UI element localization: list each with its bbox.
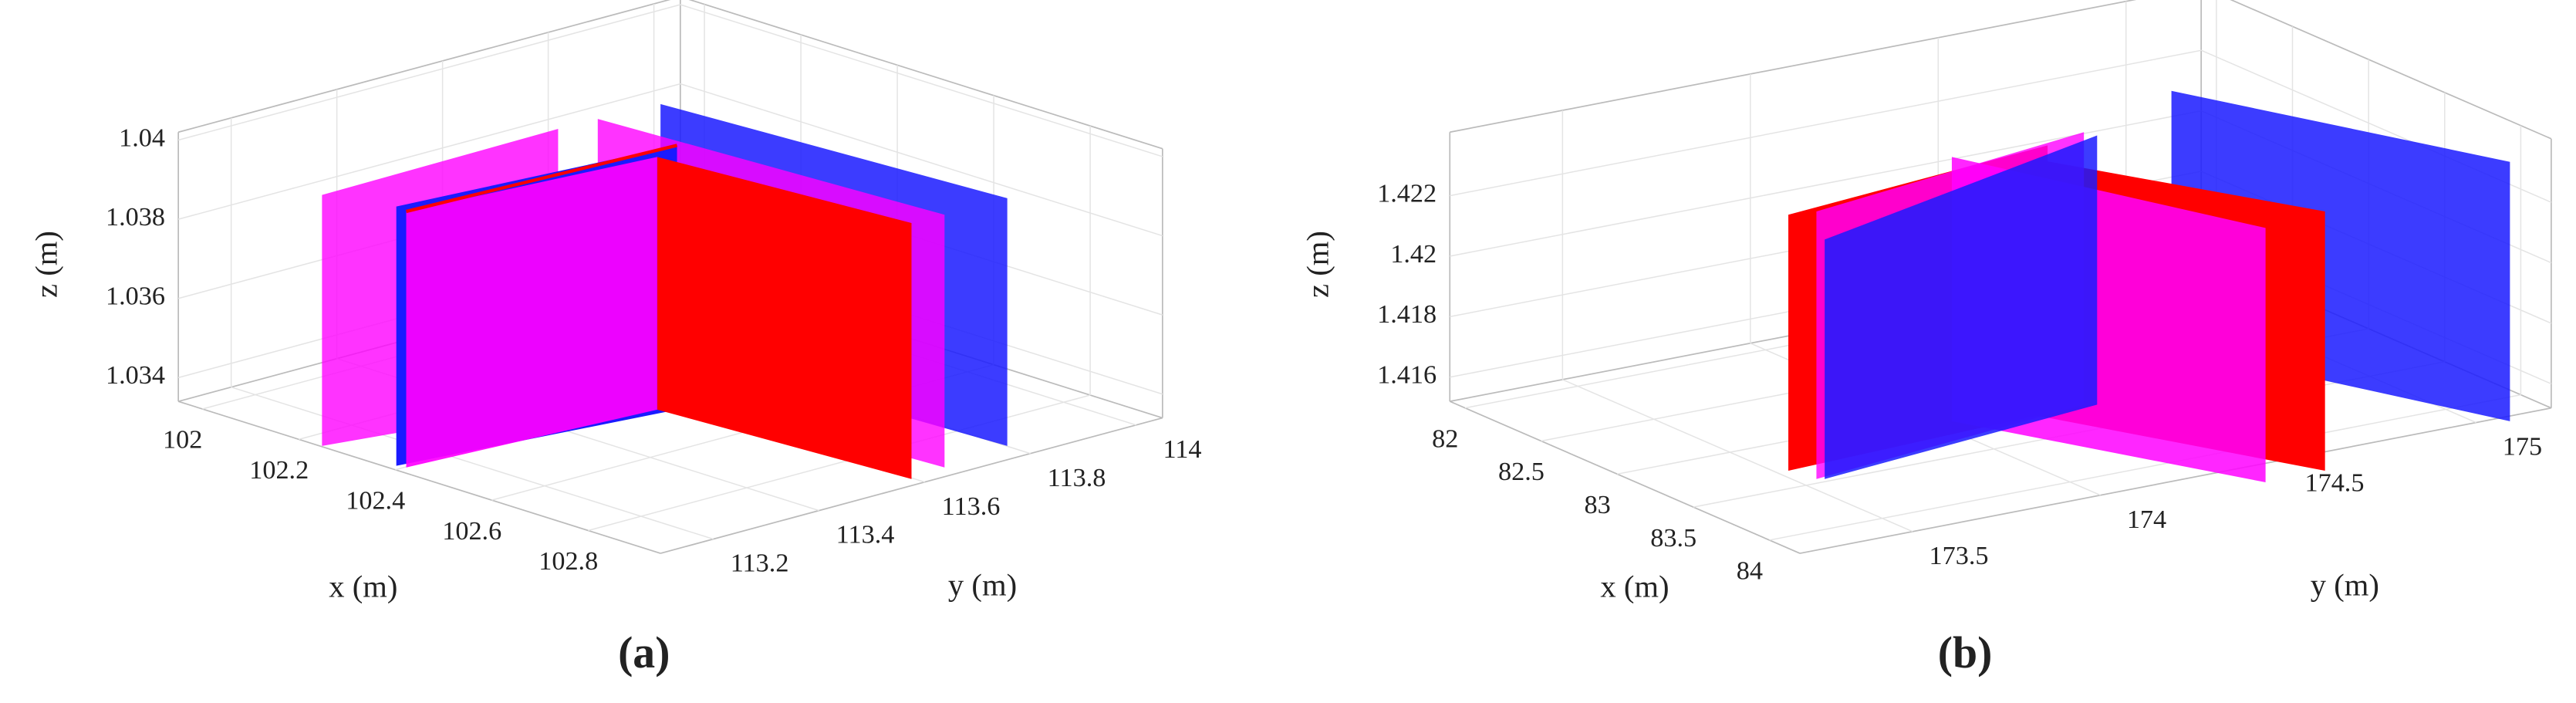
x-axis-title: x (m) — [329, 569, 397, 603]
z-axis-title: z (m) — [1301, 231, 1335, 298]
grid-line — [1450, 49, 2202, 197]
x-tick-label: 102.4 — [346, 485, 405, 515]
z-tick-label: 1.42 — [1390, 239, 1437, 269]
y-axis-title: y (m) — [2311, 567, 2379, 602]
plane — [1825, 135, 2098, 479]
x-tick-label: 83 — [1584, 490, 1610, 519]
y-tick-label: 113.8 — [1048, 463, 1106, 492]
y-tick-label: 173.5 — [1929, 541, 1989, 570]
box-edge — [660, 417, 1163, 554]
x-tick-label: 102.2 — [249, 455, 309, 485]
y-tick-label: 113.2 — [731, 549, 789, 578]
z-axis-title: z (m) — [29, 231, 64, 298]
box-edge — [177, 0, 671, 134]
z-tick-label: 1.416 — [1377, 360, 1437, 390]
x-tick-label: 102.6 — [442, 516, 501, 546]
box-edge — [1449, 401, 1801, 554]
grid-line — [680, 4, 1163, 157]
panel-label: (a) — [618, 628, 670, 678]
y-tick-label: 175 — [2503, 432, 2542, 461]
grid-line — [231, 386, 714, 540]
grid-line — [680, 83, 1163, 237]
grid-line — [177, 4, 681, 141]
grid-line — [1769, 394, 2521, 541]
plane — [406, 157, 657, 468]
y-tick-label: 174.5 — [2304, 468, 2364, 498]
z-tick-label: 1.04 — [119, 123, 165, 152]
box-edge — [1799, 407, 2552, 554]
box-edge — [177, 401, 661, 554]
y-tick-label: 113.4 — [836, 520, 895, 549]
box-edge — [2230, 0, 2552, 140]
x-tick-label: 84 — [1737, 556, 1763, 586]
z-tick-label: 1.422 — [1377, 178, 1437, 208]
planes-a — [322, 103, 1008, 479]
x-tick-label: 82.5 — [1498, 457, 1545, 486]
y-tick-label: 114 — [1163, 434, 1201, 464]
y-axis-title: y (m) — [948, 567, 1017, 602]
plane — [657, 157, 912, 479]
z-tick-label: 1.418 — [1377, 299, 1437, 329]
x-tick-label: 102 — [163, 425, 202, 455]
grid-line — [177, 83, 681, 220]
x-tick-label: 102.8 — [538, 546, 598, 576]
grid-line — [1562, 379, 1913, 532]
z-tick-label: 1.034 — [106, 360, 165, 390]
x-tick-label: 82 — [1432, 424, 1458, 453]
box-edge — [1450, 0, 2137, 134]
box-edge — [688, 0, 1163, 150]
z-tick-label: 1.036 — [106, 282, 165, 311]
z-tick-label: 1.038 — [106, 202, 165, 232]
plane-edge — [406, 144, 678, 214]
y-tick-label: 174 — [2127, 505, 2166, 534]
x-axis-title: x (m) — [1600, 569, 1669, 603]
panel-label: (b) — [1938, 628, 1993, 678]
y-tick-label: 113.6 — [942, 492, 1001, 521]
planes-b — [1788, 90, 2510, 483]
x-tick-label: 83.5 — [1650, 523, 1697, 553]
